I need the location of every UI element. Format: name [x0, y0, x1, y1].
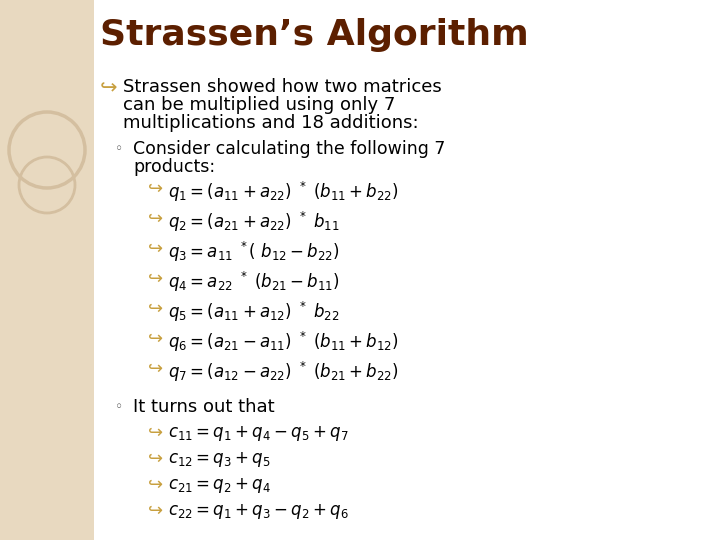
Text: $q_1 = (a_{11} + a_{22})\ ^*\ (b_{11} + b_{22})$: $q_1 = (a_{11} + a_{22})\ ^*\ (b_{11} + …: [168, 180, 399, 204]
Text: $q_3 = a_{11}\ ^*(\ b_{12} - b_{22})$: $q_3 = a_{11}\ ^*(\ b_{12} - b_{22})$: [168, 240, 340, 264]
Text: ↪: ↪: [148, 360, 163, 378]
Text: products:: products:: [133, 158, 215, 176]
Text: It turns out that: It turns out that: [133, 398, 274, 416]
Text: $q_7 = (a_{12} - a_{22})\ ^*\ (b_{21} + b_{22})$: $q_7 = (a_{12} - a_{22})\ ^*\ (b_{21} + …: [168, 360, 399, 384]
Text: ↪: ↪: [148, 450, 163, 468]
Text: ↪: ↪: [148, 210, 163, 228]
Text: Consider calculating the following 7: Consider calculating the following 7: [133, 140, 446, 158]
Text: Strassen showed how two matrices: Strassen showed how two matrices: [123, 78, 442, 96]
Text: $c_{22} = q_1 + q_3 - q_2 + q_6$: $c_{22} = q_1 + q_3 - q_2 + q_6$: [168, 502, 348, 521]
Text: ↪: ↪: [148, 424, 163, 442]
Text: ↪: ↪: [148, 330, 163, 348]
Text: ↪: ↪: [148, 270, 163, 288]
Text: $c_{21} = q_2 + q_4$: $c_{21} = q_2 + q_4$: [168, 476, 271, 495]
Text: ↪: ↪: [100, 78, 117, 98]
Text: ◦: ◦: [115, 400, 123, 414]
Text: $c_{11} = q_1 + q_4 - q_5 + q_7$: $c_{11} = q_1 + q_4 - q_5 + q_7$: [168, 424, 348, 443]
Text: multiplications and 18 additions:: multiplications and 18 additions:: [123, 114, 418, 132]
Text: $q_5 = (a_{11} + a_{12})\ ^*\ b_{22}$: $q_5 = (a_{11} + a_{12})\ ^*\ b_{22}$: [168, 300, 339, 324]
Text: $q_4 = a_{22}\ ^*\ (b_{21} - b_{11})$: $q_4 = a_{22}\ ^*\ (b_{21} - b_{11})$: [168, 270, 340, 294]
Text: ↪: ↪: [148, 180, 163, 198]
Text: ↪: ↪: [148, 300, 163, 318]
Bar: [0, 0, 94, 540]
Text: can be multiplied using only 7: can be multiplied using only 7: [123, 96, 395, 114]
Text: ◦: ◦: [115, 142, 123, 156]
Text: ↪: ↪: [148, 476, 163, 494]
Text: $q_6 = (a_{21} - a_{11})\ ^*\ (b_{11} + b_{12})$: $q_6 = (a_{21} - a_{11})\ ^*\ (b_{11} + …: [168, 330, 399, 354]
Text: ↪: ↪: [148, 240, 163, 258]
Text: $c_{12} = q_3 + q_5$: $c_{12} = q_3 + q_5$: [168, 450, 271, 469]
Text: Strassen’s Algorithm: Strassen’s Algorithm: [100, 18, 528, 52]
Text: ↪: ↪: [148, 502, 163, 520]
Text: $q_2 = (a_{21} + a_{22})\ ^*\ b_{11}$: $q_2 = (a_{21} + a_{22})\ ^*\ b_{11}$: [168, 210, 339, 234]
